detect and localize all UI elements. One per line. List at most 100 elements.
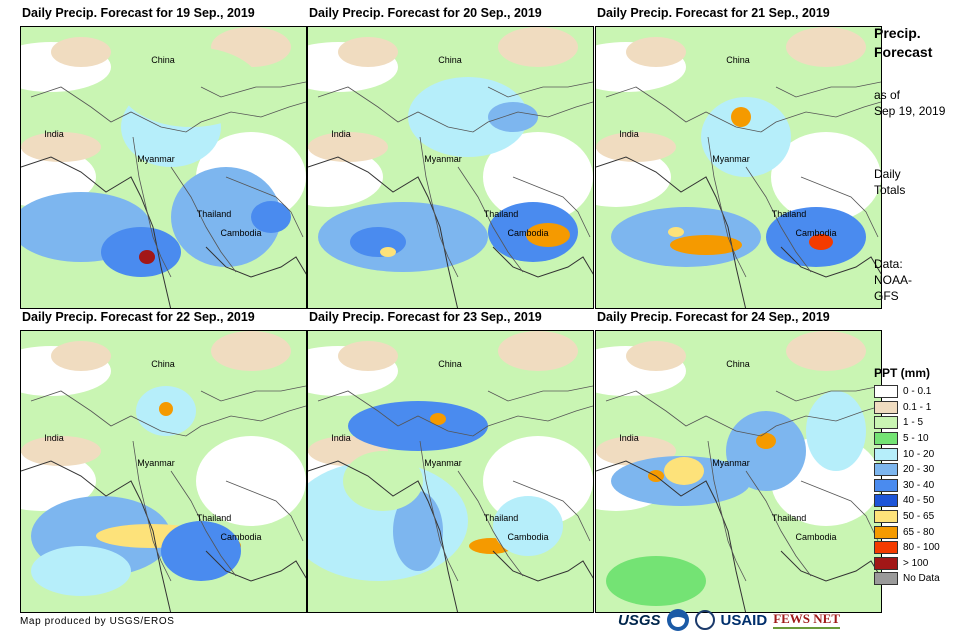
credit-text: Map produced by USGS/EROS xyxy=(20,616,175,627)
dry-area xyxy=(786,27,866,67)
precip-map: China India Myanmar Thailand Cambodia xyxy=(307,26,594,309)
legend-label: 40 - 50 xyxy=(903,495,935,507)
precip-area xyxy=(121,47,261,127)
legend-row: 0 - 0.1 xyxy=(874,384,940,400)
precip-map: China India Myanmar Thailand Cambodia xyxy=(20,26,307,309)
legend-row: 10 - 20 xyxy=(874,446,940,462)
precip-area xyxy=(31,546,131,596)
dry-area xyxy=(596,147,671,207)
place-label-cambodia: Cambodia xyxy=(795,532,836,542)
precip-area xyxy=(408,77,528,157)
dry-area xyxy=(786,331,866,371)
precip-area xyxy=(664,457,704,485)
coastline xyxy=(596,156,881,308)
legend-label: 30 - 40 xyxy=(903,479,935,491)
precip-area xyxy=(350,227,406,257)
legend-swatch xyxy=(874,556,898,570)
place-label-cambodia: Cambodia xyxy=(220,532,261,542)
precip-area xyxy=(380,247,396,257)
legend-label: 0.1 - 1 xyxy=(903,401,932,413)
precip-area xyxy=(668,227,684,237)
coastline xyxy=(21,156,306,308)
dry-area xyxy=(338,37,398,67)
legend-swatch xyxy=(874,463,898,477)
legend-label: 80 - 100 xyxy=(903,542,940,554)
coastline xyxy=(308,460,593,612)
ppt-legend: PPT (mm) 0 - 0.1 0.1 - 1 1 - 5 5 - 10 10 - 2… xyxy=(874,366,940,587)
legend-swatch xyxy=(874,510,898,524)
place-label-cambodia: Cambodia xyxy=(220,228,261,238)
dry-area xyxy=(338,341,398,371)
place-label-cambodia: Cambodia xyxy=(795,228,836,238)
place-label-china: China xyxy=(151,359,175,369)
noaa-logo-icon xyxy=(666,609,689,631)
panel-title: Daily Precip. Forecast for 20 Sep., 2019 xyxy=(309,6,542,20)
usgs-logo: USGS xyxy=(618,611,661,629)
dry-area xyxy=(626,341,686,371)
dry-area xyxy=(51,341,111,371)
as-of-date: as of Sep 19, 2019 xyxy=(874,88,946,118)
country-borders xyxy=(30,385,306,582)
legend-swatch xyxy=(874,494,898,508)
precip-area xyxy=(756,433,776,449)
legend-label: 50 - 65 xyxy=(903,511,935,523)
precip-area xyxy=(430,413,446,425)
place-label-thailand: Thailand xyxy=(197,209,232,219)
place-label-india: India xyxy=(619,433,639,443)
precip-map-svg: China India Myanmar Thailand Cambodia xyxy=(596,331,881,612)
place-label-thailand: Thailand xyxy=(484,513,519,523)
precip-map-svg: China India Myanmar Thailand Cambodia xyxy=(21,331,306,612)
legend-swatch xyxy=(874,525,898,539)
legend-row: 5 - 10 xyxy=(874,431,940,447)
precip-map: China India Myanmar Thailand Cambodia xyxy=(20,330,307,613)
legend-label: 1 - 5 xyxy=(903,417,924,429)
place-label-thailand: Thailand xyxy=(197,513,232,523)
legend-row: 65 - 80 xyxy=(874,524,940,540)
legend-label: 65 - 80 xyxy=(903,526,935,538)
legend-swatch xyxy=(874,447,898,461)
precip-area xyxy=(171,167,281,267)
legend-swatch xyxy=(874,400,898,414)
dry-area xyxy=(596,132,676,162)
country-borders xyxy=(605,385,881,582)
coastline xyxy=(308,156,593,308)
place-label-china: China xyxy=(438,55,462,65)
dry-area xyxy=(308,132,388,162)
place-label-myanmar: Myanmar xyxy=(712,458,750,468)
dry-area xyxy=(51,37,111,67)
place-label-india: India xyxy=(44,129,64,139)
precip-area xyxy=(809,234,833,250)
place-label-india: India xyxy=(331,129,351,139)
country-borders xyxy=(317,385,593,582)
place-label-myanmar: Myanmar xyxy=(424,154,462,164)
country-borders xyxy=(30,81,306,278)
dry-area xyxy=(21,147,96,207)
precip-area xyxy=(606,556,706,606)
dry-area xyxy=(498,331,578,371)
precip-area xyxy=(731,107,751,127)
coastline xyxy=(21,460,306,612)
precip-map: China India Myanmar Thailand Cambodia xyxy=(307,330,594,613)
dry-area xyxy=(21,451,96,511)
usaid-logo: USAID xyxy=(720,611,768,629)
dry-area xyxy=(21,436,101,466)
place-label-india: India xyxy=(331,433,351,443)
legend-swatch xyxy=(874,478,898,492)
panel-title: Daily Precip. Forecast for 19 Sep., 2019 xyxy=(22,6,255,20)
precip-map-svg: China India Myanmar Thailand Cambodia xyxy=(308,331,593,612)
place-label-myanmar: Myanmar xyxy=(712,154,750,164)
legend-row: 1 - 5 xyxy=(874,415,940,431)
place-label-myanmar: Myanmar xyxy=(137,458,175,468)
coastline xyxy=(596,460,881,612)
legend-swatch xyxy=(874,385,898,399)
precip-area xyxy=(348,401,488,451)
panel-title: Daily Precip. Forecast for 21 Sep., 2019 xyxy=(597,6,830,20)
place-label-china: China xyxy=(151,55,175,65)
forecast-panel: Daily Precip. Forecast for 20 Sep., 2019… xyxy=(307,6,594,309)
precip-area xyxy=(806,391,866,471)
place-label-myanmar: Myanmar xyxy=(424,458,462,468)
forecast-panel: Daily Precip. Forecast for 22 Sep., 2019… xyxy=(20,310,307,613)
forecast-panel: Daily Precip. Forecast for 24 Sep., 2019… xyxy=(595,310,882,613)
dry-area xyxy=(308,147,383,207)
place-label-thailand: Thailand xyxy=(772,209,807,219)
